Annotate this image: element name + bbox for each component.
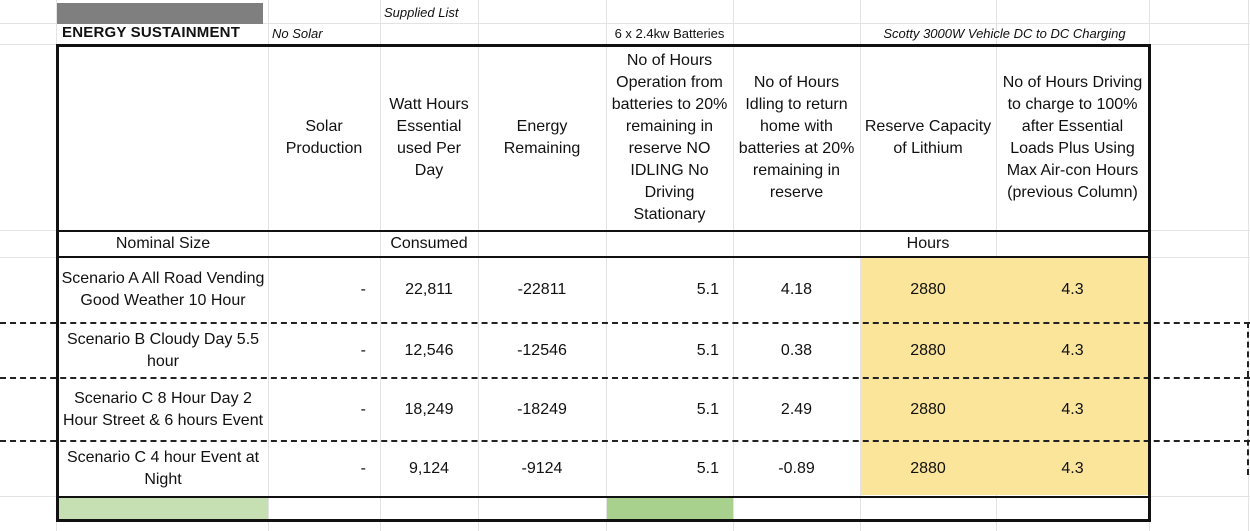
- grid-line: [733, 0, 734, 531]
- cell-solar[interactable]: -: [360, 281, 366, 298]
- batteries-note[interactable]: 6 x 2.4kw Batteries: [614, 26, 725, 41]
- subheader-consumed[interactable]: Consumed: [390, 235, 468, 252]
- grid-line: [268, 0, 269, 531]
- grid-line: [860, 0, 861, 531]
- no-solar-note[interactable]: No Solar: [272, 26, 323, 41]
- grid-line: [478, 0, 479, 531]
- cell-reserve[interactable]: 2880: [910, 460, 946, 477]
- header-border: [56, 230, 1151, 232]
- grid-line: [1248, 0, 1249, 531]
- cell-watt-hours[interactable]: 18,249: [404, 401, 454, 418]
- cell-remaining[interactable]: -22811: [517, 281, 567, 298]
- cell-remaining[interactable]: -12546: [517, 342, 567, 359]
- cell-hours-op[interactable]: 5.1: [696, 281, 719, 298]
- cell-solar[interactable]: -: [360, 401, 366, 418]
- cell-reserve[interactable]: 2880: [910, 401, 946, 418]
- cell-hours-drive[interactable]: 4.3: [1061, 281, 1084, 298]
- row-label[interactable]: Scenario C 8 Hour Day 2 Hour Street & 6 …: [62, 390, 264, 429]
- cell-watt-hours[interactable]: 12,546: [404, 342, 454, 359]
- grid-line: [1149, 0, 1150, 531]
- cell-hours-op[interactable]: 5.1: [696, 401, 719, 418]
- cell-reserve[interactable]: 2880: [910, 281, 946, 298]
- dashed-separator: [0, 440, 1250, 442]
- cell-watt-hours[interactable]: 9,124: [408, 460, 450, 477]
- cell-hours-drive[interactable]: 4.3: [1061, 460, 1084, 477]
- sheet-title[interactable]: ENERGY SUSTAINMENT: [62, 24, 241, 41]
- header-reserve-capacity[interactable]: Reserve Capacity of Lithium: [864, 118, 992, 157]
- grid-line: [0, 23, 1250, 24]
- cell-hours-idle[interactable]: 0.38: [780, 342, 813, 359]
- cell-hours-idle[interactable]: 4.18: [780, 281, 813, 298]
- subheader-hours[interactable]: Hours: [906, 235, 950, 252]
- charger-note[interactable]: Scotty 3000W Vehicle DC to DC Charging: [883, 26, 1126, 41]
- green-cell[interactable]: [58, 498, 268, 519]
- header-hours-operation[interactable]: No of Hours Operation from batteries to …: [611, 52, 728, 223]
- cell-hours-idle[interactable]: 2.49: [780, 401, 813, 418]
- cell-solar[interactable]: -: [360, 460, 366, 477]
- grid-line: [0, 44, 1250, 45]
- cell-reserve[interactable]: 2880: [910, 342, 946, 359]
- grid-line: [380, 0, 381, 531]
- body-border: [56, 496, 1151, 498]
- cell-hours-op[interactable]: 5.1: [696, 460, 719, 477]
- header-hours-idling[interactable]: No of Hours Idling to return home with b…: [738, 74, 855, 201]
- cell-watt-hours[interactable]: 22,811: [405, 281, 453, 298]
- grid-line: [606, 0, 607, 531]
- cell-hours-idle[interactable]: -0.89: [778, 460, 815, 477]
- header-hours-driving[interactable]: No of Hours Driving to charge to 100% af…: [1002, 74, 1143, 201]
- dashed-separator: [0, 377, 1250, 379]
- row-label[interactable]: Scenario C 4 hour Event at Night: [66, 449, 260, 488]
- cell-remaining[interactable]: -18249: [517, 401, 567, 418]
- dashed-separator: [0, 322, 1250, 324]
- dashed-separator: [1247, 322, 1249, 475]
- subheader-border: [56, 256, 1151, 258]
- header-watt-hours[interactable]: Watt Hours Essential used Per Day: [389, 96, 469, 179]
- gray-block[interactable]: [57, 3, 263, 24]
- cell-remaining[interactable]: -9124: [521, 460, 563, 477]
- header-energy-remaining[interactable]: Energy Remaining: [503, 118, 581, 157]
- row-label[interactable]: Scenario A All Road Vending Good Weather…: [61, 270, 265, 309]
- cell-hours-drive[interactable]: 4.3: [1061, 342, 1084, 359]
- row-label[interactable]: Scenario B Cloudy Day 5.5 hour: [66, 331, 260, 370]
- grid-line: [56, 0, 57, 531]
- green-cell[interactable]: [607, 498, 733, 519]
- highlight-block: [861, 258, 1148, 495]
- subheader-nominal-size[interactable]: Nominal Size: [115, 235, 211, 252]
- cell-hours-op[interactable]: 5.1: [696, 342, 719, 359]
- cell-solar[interactable]: -: [360, 342, 366, 359]
- header-solar-production[interactable]: Solar Production: [285, 118, 363, 157]
- cell-hours-drive[interactable]: 4.3: [1061, 401, 1084, 418]
- supplied-list-note[interactable]: Supplied List: [384, 5, 459, 20]
